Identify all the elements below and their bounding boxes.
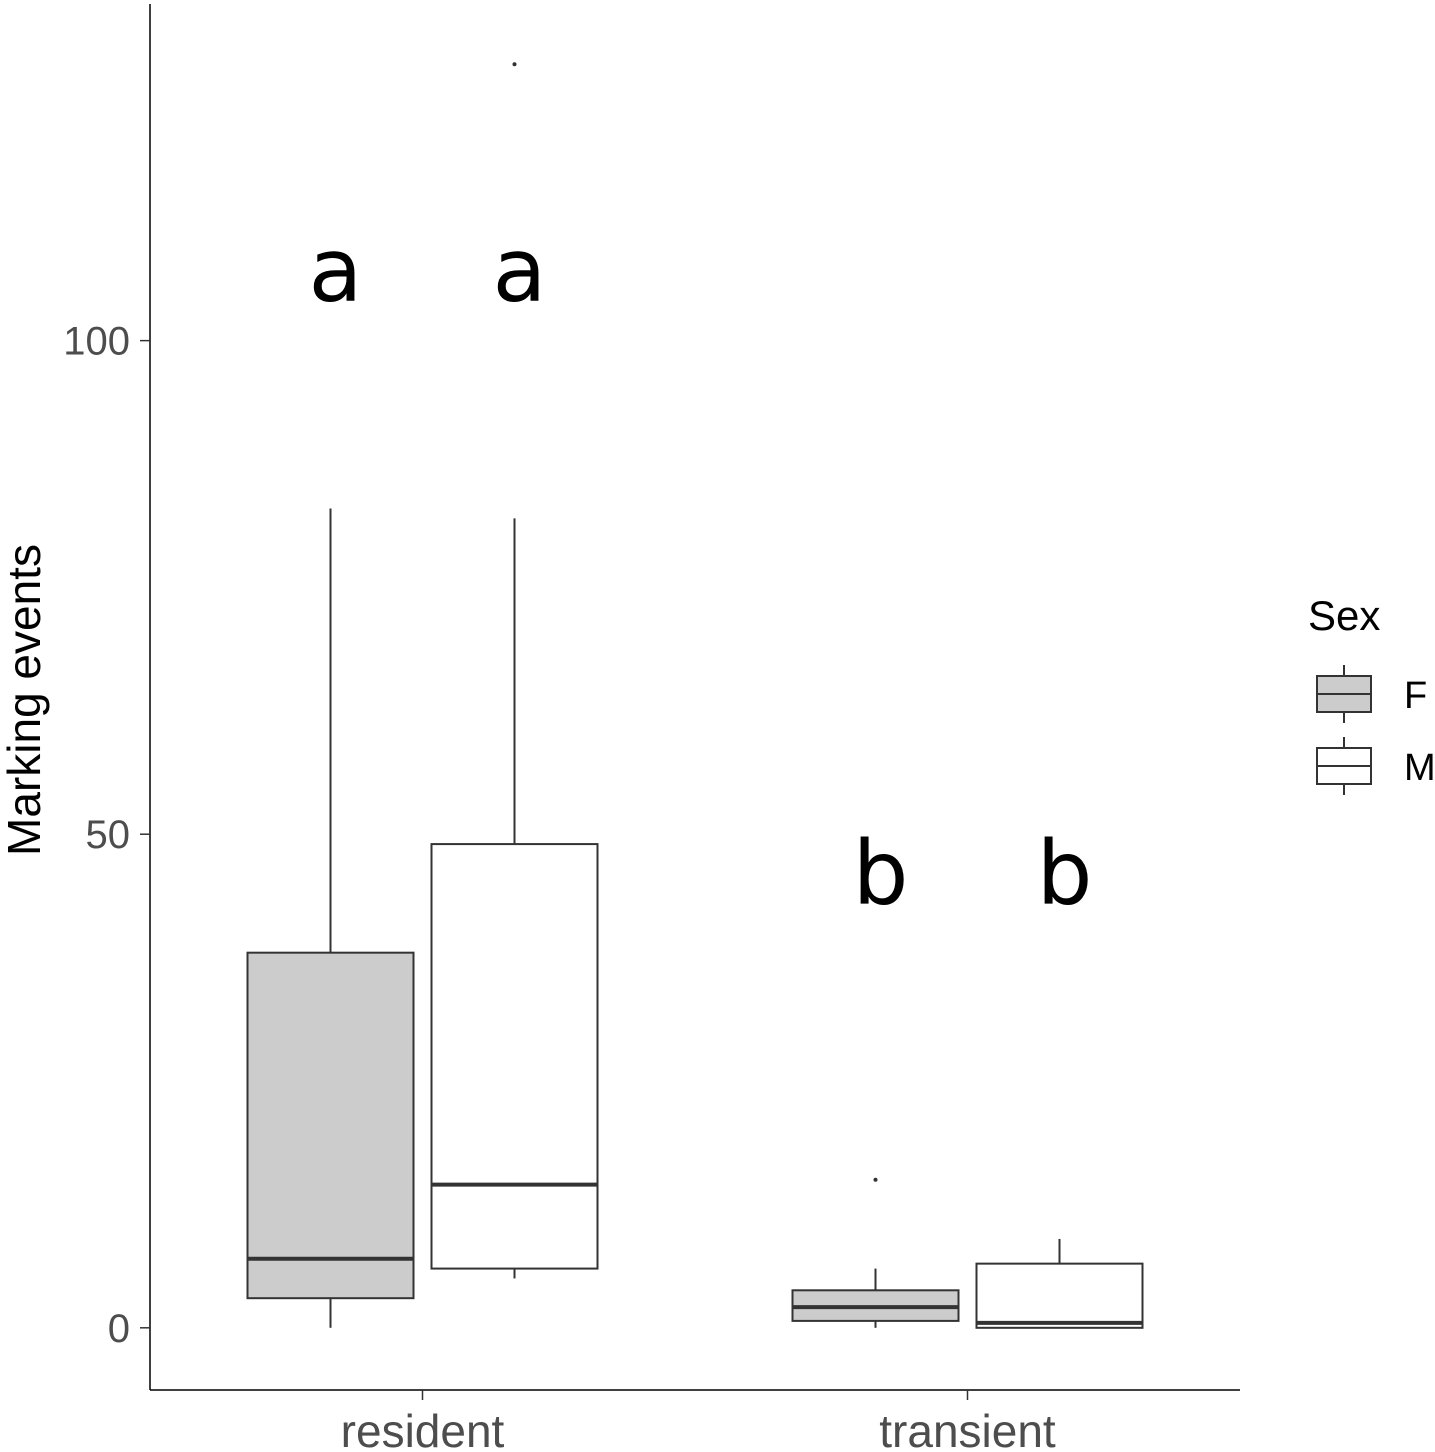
x-ticks: resident transient [341, 1390, 1056, 1452]
outlier-point [512, 62, 517, 67]
legend-entry-F: F [1316, 665, 1427, 723]
legend-label: M [1404, 747, 1435, 789]
box-transient-F [791, 1177, 960, 1328]
legend: Sex FM [1308, 592, 1435, 795]
legend-entry-M: M [1316, 737, 1435, 795]
box-body [246, 951, 415, 1300]
significance-letter: b [853, 821, 909, 924]
x-tick-label: resident [341, 1405, 505, 1452]
y-tick-label: 50 [86, 813, 131, 857]
y-tick-label: 100 [63, 320, 130, 364]
significance-letter: b [1037, 821, 1093, 924]
box-transient-M [975, 1238, 1144, 1329]
x-tick-label: transient [879, 1405, 1056, 1452]
y-axis-title: Marking events [0, 544, 50, 856]
box-resident-M [430, 62, 599, 1279]
box-resident-F [246, 508, 415, 1328]
box-body [975, 1262, 1144, 1329]
y-ticks: 0 50 100 [63, 320, 150, 1351]
legend-label: F [1404, 675, 1427, 717]
axes [149, 4, 1240, 1391]
box-body [430, 843, 599, 1270]
boxes-layer [246, 62, 1144, 1329]
significance-letter: a [493, 219, 547, 322]
y-tick-label: 0 [108, 1307, 130, 1351]
significance-letter: a [309, 219, 363, 322]
legend-title: Sex [1308, 592, 1380, 639]
significance-letters: a b a b [309, 219, 1093, 924]
outlier-point [873, 1177, 878, 1182]
